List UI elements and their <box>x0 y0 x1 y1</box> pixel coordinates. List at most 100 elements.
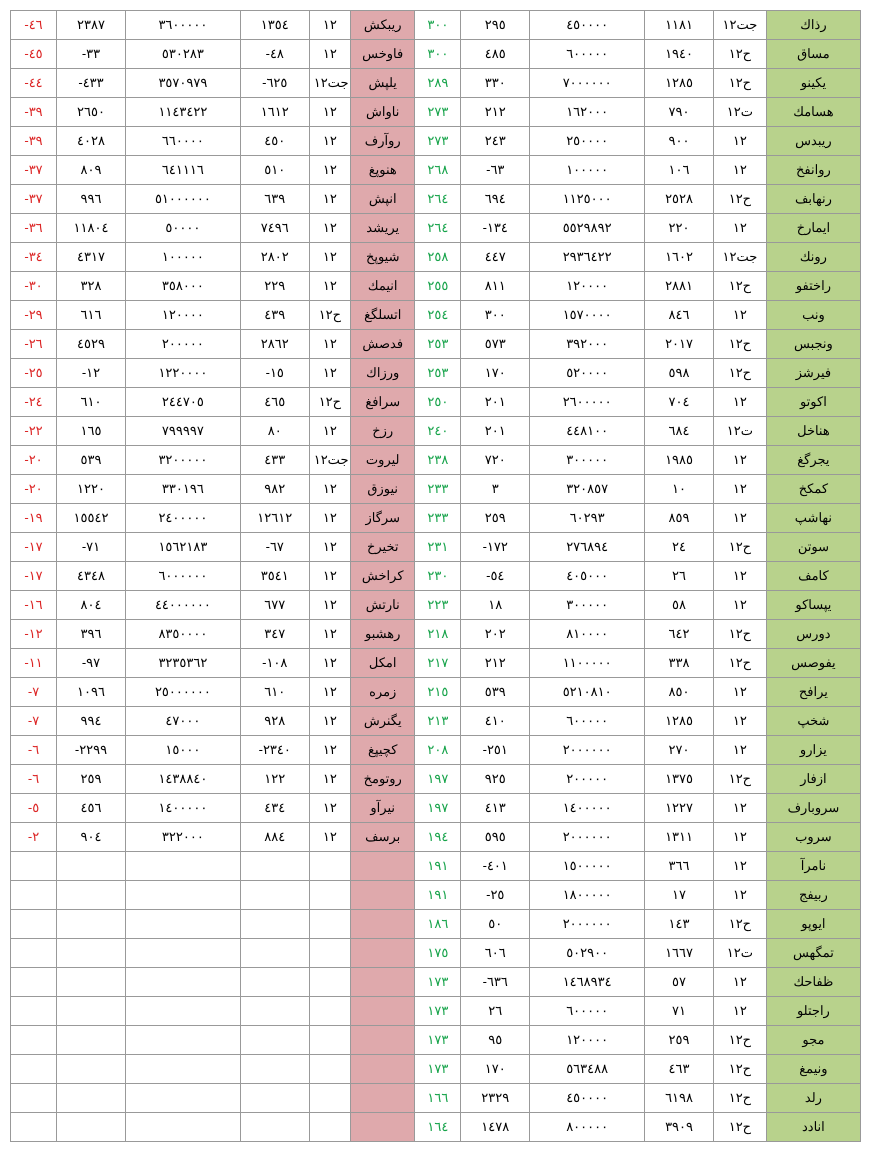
col-r5: ٤٤٧ <box>461 243 530 272</box>
col-r5: ١٤٧٨ <box>461 1113 530 1142</box>
col-r6-green: ٣٠٠ <box>415 40 461 69</box>
col-r5: -١٣٤ <box>461 214 530 243</box>
col-r6-green: ١٧٣ <box>415 1055 461 1084</box>
col-r4: ٤٤٨١٠٠ <box>530 417 645 446</box>
col-r4: ٣٠٠٠٠٠ <box>530 446 645 475</box>
stock-name-right: غگرجي <box>766 446 860 475</box>
col-r3: ١٠٦ <box>645 156 714 185</box>
table-row: خراميا١٢٢٢٠٥٥٢٩٨٩٢-١٣٤٢٦٤دشيري١٢٧٤٩٦٥٠٠٠… <box>11 214 861 243</box>
stock-name-left: كمينا <box>351 272 415 301</box>
table-row: وجم١٢ح٢٥٩١٢٠٠٠٠٩٥١٧٣ <box>11 1026 861 1055</box>
col-r4: ٣٢٠٨٥٧ <box>530 475 645 504</box>
col-l6-red <box>11 1055 57 1084</box>
col-r5: -٥٤ <box>461 562 530 591</box>
col-r3: ٢٨٨١ <box>645 272 714 301</box>
col-l2: ١٢ <box>309 591 350 620</box>
col-l4: ١٢٠٠٠٠ <box>125 301 240 330</box>
col-r2: ١٢ <box>713 475 766 504</box>
col-l2: ١٢ <box>309 272 350 301</box>
col-l2: ١٢ <box>309 40 350 69</box>
col-r5: ٥٠ <box>461 910 530 939</box>
col-l3: ٤٣٩ <box>240 301 309 330</box>
col-r3: ٦٤٢ <box>645 620 714 649</box>
col-l5: ١٢٢٠ <box>57 475 126 504</box>
col-l6-red: -٦ <box>11 765 57 794</box>
stock-name-left <box>351 939 415 968</box>
col-r3: ٨٤٦ <box>645 301 714 330</box>
stock-table: كاذر١٢تج١١٨١٤٥٠٠٠٠٢٩٥٣٠٠شكبير١٢١٣٥٤٣٦٠٠٠… <box>10 10 861 1142</box>
col-l4: ١١٤٣٤٢٢ <box>125 98 240 127</box>
stock-name-right: قاسم <box>766 40 860 69</box>
col-l3: ١٦١٢ <box>240 98 309 127</box>
col-l3: ١٣٥٤ <box>240 11 309 40</box>
col-r4: ٥٢١٠٨١٠ <box>530 678 645 707</box>
col-l3: -٦٢٥ <box>240 69 309 98</box>
stock-name-left: خريخت <box>351 533 415 562</box>
stock-name-right: ولتجار <box>766 997 860 1026</box>
col-l2 <box>309 1055 350 1084</box>
table-row: خكمك١٢١٠٣٢٠٨٥٧٣٢٣٣قزوين١٢٩٨٢٣٣٠١٩٦١٢٢٠-٢… <box>11 475 861 504</box>
col-r3: ٣٦٦ <box>645 852 714 881</box>
stock-name-left: شخارك <box>351 562 415 591</box>
stock-name-right: وجم <box>766 1026 860 1055</box>
col-l5: ٢٦٥٠ <box>57 98 126 127</box>
stock-name-right: خفناور <box>766 156 860 185</box>
col-r3: ٨٥٠ <box>645 678 714 707</box>
col-r2: ١٢ <box>713 794 766 823</box>
col-l4 <box>125 968 240 997</box>
col-l4: ٧٩٩٩٩٧ <box>125 417 240 446</box>
col-r2: ١٢ <box>713 156 766 185</box>
col-r2: ١٢ح <box>713 359 766 388</box>
table-row: قاسم١٢ح١٩٤٠٦٠٠٠٠٠٤٨٥٣٠٠سخواف١٢-٤٨٥٣٠٢٨٣-… <box>11 40 861 69</box>
col-r4: ١١٠٠٠٠٠ <box>530 649 645 678</box>
col-r3: ٧٩٠ <box>645 98 714 127</box>
table-row: پشاهن١٢٨٥٩٦٠٢٩٣٢٥٩٢٣٣زاگرس١٢١٢٦١٢٢٤٠٠٠٠٠… <box>11 504 861 533</box>
table-row: كنور١٢تج١٦٠٢٢٩٣٦٤٢٢٤٤٧٢٥٨خپويش١٢٢٨٠٢١٠٠٠… <box>11 243 861 272</box>
col-r2: ١٢ح <box>713 185 766 214</box>
col-l6-red: -٢٥ <box>11 359 57 388</box>
col-r2: ١٢ <box>713 881 766 910</box>
col-r2: ١٢ت <box>713 939 766 968</box>
stock-name-left: خزر <box>351 417 415 446</box>
col-l5: ٩٩٦ <box>57 185 126 214</box>
col-l3 <box>240 1026 309 1055</box>
col-r4: ٢٠٠٠٠٠٠ <box>530 910 645 939</box>
table-row: دلر١٢ح٦١٩٨٤٥٠٠٠٠٢٣٢٩١٦٦ <box>11 1084 861 1113</box>
col-l6-red <box>11 939 57 968</box>
col-l5 <box>57 968 126 997</box>
col-r3: ٥٧ <box>645 968 714 997</box>
col-l6-red <box>11 1084 57 1113</box>
col-r5: ٢١٢ <box>461 649 530 678</box>
col-r5: ٣٣٠ <box>461 69 530 98</box>
stock-name-left: غگلستا <box>351 301 415 330</box>
col-l3: ٢٨٠٢ <box>240 243 309 272</box>
stock-name-left: شاوان <box>351 98 415 127</box>
col-r6-green: ٢٥٥ <box>415 272 461 301</box>
col-l5: ٢٣٨٧ <box>57 11 126 40</box>
stock-name-left <box>351 852 415 881</box>
col-r5: -٢٥١ <box>461 736 530 765</box>
col-r5: ٣ <box>461 475 530 504</box>
col-r3: ١٩٨٥ <box>645 446 714 475</box>
col-l6-red: -٣٤ <box>11 243 57 272</box>
col-r3: ٥٨ <box>645 591 714 620</box>
col-r5: ٧٢٠ <box>461 446 530 475</box>
col-l5: ٥٣٩ <box>57 446 126 475</box>
col-r3: ٦١٩٨ <box>645 1084 714 1113</box>
col-r5: -٦٣ <box>461 156 530 185</box>
col-l5: ٩٩٤ <box>57 707 126 736</box>
col-l3: ٢٢٩ <box>240 272 309 301</box>
col-r2: ١٢ <box>713 214 766 243</box>
col-l2: ١٢ <box>309 127 350 156</box>
col-l5 <box>57 1026 126 1055</box>
col-r6-green: ١٩٧ <box>415 794 461 823</box>
stock-name-left: غپيچك <box>351 736 415 765</box>
col-r6-green: ٢١٧ <box>415 649 461 678</box>
col-r4: ١٢٠٠٠٠ <box>530 1026 645 1055</box>
col-r6-green: ١٧٥ <box>415 939 461 968</box>
col-l3: ٥١٠ <box>240 156 309 185</box>
col-l5 <box>57 997 126 1026</box>
col-r3: ١٣١١ <box>645 823 714 852</box>
col-r3: ٩٠٠ <box>645 127 714 156</box>
stock-name-left: وآرين <box>351 794 415 823</box>
